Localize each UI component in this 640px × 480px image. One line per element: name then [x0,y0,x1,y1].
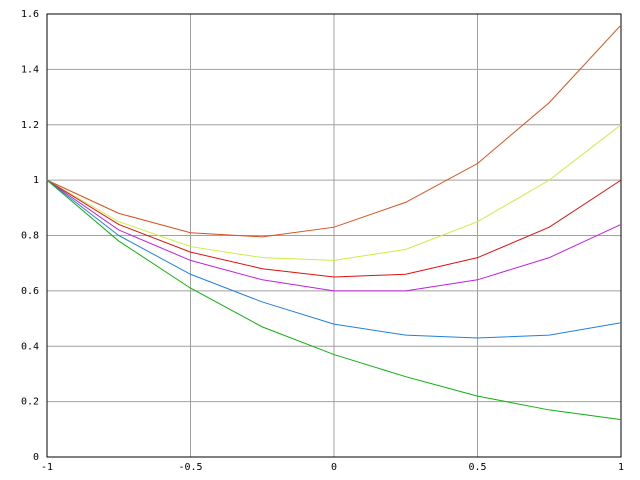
y-tick-label: 1.6 [21,9,39,20]
x-tick-label: -0.5 [178,462,202,473]
y-tick-label: 1.2 [21,120,39,131]
y-tick-label: 1 [33,175,39,186]
y-tick-label: 0.8 [21,231,39,242]
x-tick-label: 1 [618,462,624,473]
x-tick-label: 0 [331,462,337,473]
y-tick-label: 0.4 [21,341,39,352]
series-line [46,124,622,261]
series-line [46,179,622,292]
series-line [46,179,622,278]
plot-frame [46,13,622,458]
series-line [46,179,622,421]
x-tick-label: -1 [41,462,53,473]
series-line [46,179,622,339]
x-tick-label: 0.5 [468,462,486,473]
y-tick-label: 0.2 [21,397,39,408]
series-line [46,24,622,238]
y-tick-label: 1.4 [21,64,39,75]
y-tick-label: 0 [33,452,39,463]
y-tick-label: 0.6 [21,286,39,297]
